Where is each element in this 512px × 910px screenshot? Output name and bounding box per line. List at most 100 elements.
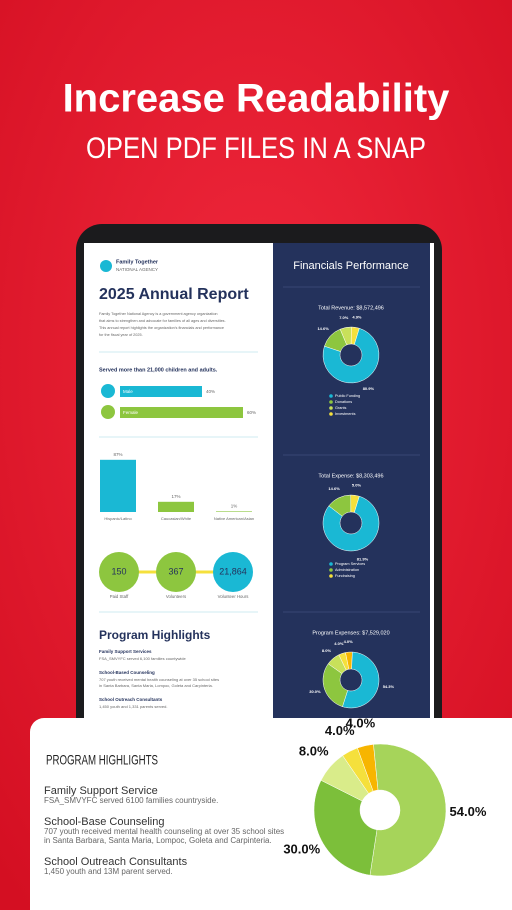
stat-label: Volunteer Hours (218, 594, 249, 599)
ethnicity-value: 1% (231, 504, 238, 509)
report-title: 2025 Annual Report (99, 286, 249, 303)
chart-title: Total Revenue: $8,572,496 (318, 305, 384, 311)
intro-line: for the fiscal year of 2025. (99, 333, 143, 337)
legend-label: Public Funding (335, 394, 360, 398)
content: Family Together NATIONAL AGENCY 2025 Annua… (30, 259, 512, 910)
donut-label: 8.0% (322, 648, 332, 653)
donut-label: 54.0% (450, 804, 487, 819)
chart-title: Total Expense: $8,303,496 (318, 473, 383, 479)
legend-swatch (329, 574, 333, 578)
legend-swatch (329, 406, 333, 410)
financials-title: Financials Performance (293, 260, 409, 272)
ethnicity-bar (158, 501, 194, 512)
gender-label: Female (123, 410, 139, 415)
program-name: School Outreach Consultants (99, 697, 163, 702)
popup-program-line: 1,450 youth and 13M parent served. (44, 867, 173, 876)
stat-circle (156, 552, 196, 592)
gender-bar (120, 407, 243, 418)
legend-swatch (329, 394, 333, 398)
legend-label: Grants (335, 406, 346, 410)
stat-value: 367 (168, 566, 183, 576)
ethnicity-value: 87% (113, 452, 122, 457)
legend-label: Administration (335, 568, 359, 572)
popup-program-name: School-Base Counseling (44, 816, 164, 828)
stat-circle (99, 552, 139, 592)
donut-segment (342, 651, 380, 709)
program-line: 1,450 youth and 1,331 parents served. (99, 704, 168, 709)
gender-label: Male (123, 389, 133, 394)
donut-segment (350, 326, 360, 345)
ethnicity-label: Caucasian/White (161, 516, 192, 521)
program-title: Program Highlights (99, 628, 211, 642)
donut-label: 8.0% (299, 744, 329, 759)
program-line: in Santa Barbara, Santa Maria, Lompoc, G… (99, 683, 213, 688)
program-line: FSA_SMVYFC served 6,100 families countyw… (99, 656, 186, 661)
legend-swatch (329, 400, 333, 404)
ethnicity-label: Native American/Asian (214, 516, 254, 521)
stat-label: Paid Staff (110, 594, 129, 599)
donut-segment (350, 494, 360, 513)
legend-label: Fundraising (335, 574, 355, 578)
legend-swatch (329, 568, 333, 572)
popup-program-line: 707 youth received mental health counsel… (44, 827, 284, 836)
ethnicity-bar (216, 511, 252, 512)
donut-label: 81.9% (357, 556, 369, 561)
chart-title: Program Expenses: $7,529,020 (312, 630, 389, 636)
donut-label: 4.0% (346, 716, 376, 731)
program-name: Family Support Services (99, 649, 152, 654)
legend-label: Program Services (335, 562, 365, 566)
gender-icon (101, 405, 115, 419)
subheadline: OPEN PDF FILES IN A SNAP (86, 132, 426, 165)
donut-label: 14.6% (317, 326, 329, 331)
popup-program-line: FSA_SMVYFC served 6100 families countrys… (44, 796, 218, 805)
donut-label: 5.0% (352, 482, 362, 487)
donut-segment (369, 743, 447, 877)
stat-value: 150 (111, 566, 126, 576)
gender-value: 60% (247, 410, 256, 415)
page-edge (430, 243, 434, 763)
legend-swatch (329, 562, 333, 566)
gender-icon (101, 384, 115, 398)
donut-label: 30.0% (309, 689, 321, 694)
donut-label: 7.0% (339, 315, 349, 320)
donut-segment (342, 747, 374, 794)
ethnicity-label: Hispanic/Latino (104, 516, 132, 521)
program-name: School-Based Counseling (99, 670, 155, 675)
donut-segment (338, 652, 350, 671)
legend-label: Investments (335, 412, 356, 416)
headline: Increase Readability (63, 77, 451, 121)
program-line: 707 youth received mental health counsel… (99, 677, 219, 682)
donut-label: 4.0% (334, 641, 344, 646)
ethnicity-bar (100, 459, 136, 512)
popup-program-line: in Santa Barbara, Santa Maria, Lompoc, G… (44, 836, 272, 845)
stat-circle (213, 552, 253, 592)
intro-line: This annual report highlights the organi… (99, 326, 224, 330)
donut-label: 4.0% (344, 639, 354, 644)
popup-program-name: School Outreach Consultants (44, 856, 188, 868)
donut-label: 4.9% (352, 315, 362, 320)
stat-value: 21,864 (219, 566, 247, 576)
logo (100, 260, 112, 272)
donut-label: 30.0% (283, 842, 320, 857)
donut-segment (322, 327, 380, 384)
popup-title: PROGRAM HIGHLIGHTS (46, 752, 158, 768)
donut-label: 4.0% (325, 723, 355, 738)
intro-line: that aims to strengthen and advocate for… (99, 319, 226, 323)
brand-sub: NATIONAL AGENCY (116, 267, 158, 272)
ethnicity-value: 17% (171, 494, 180, 499)
brand: Family Together (116, 259, 159, 265)
donut-segment (322, 495, 380, 552)
legend-swatch (329, 412, 333, 416)
donut-label: 54.3% (383, 684, 395, 689)
gender-bar (120, 386, 202, 397)
donut-segment (313, 779, 378, 876)
served: Served more than 21,000 children and adu… (99, 367, 218, 373)
stat-label: Volunteers (166, 594, 186, 599)
gender-value: 40% (206, 389, 215, 394)
donut-label: 14.6% (328, 486, 340, 491)
intro-line: Family Together National Agency is a gov… (99, 312, 218, 316)
popup-program-name: Family Support Service (44, 785, 158, 797)
donut-label: 80.9% (363, 386, 375, 391)
